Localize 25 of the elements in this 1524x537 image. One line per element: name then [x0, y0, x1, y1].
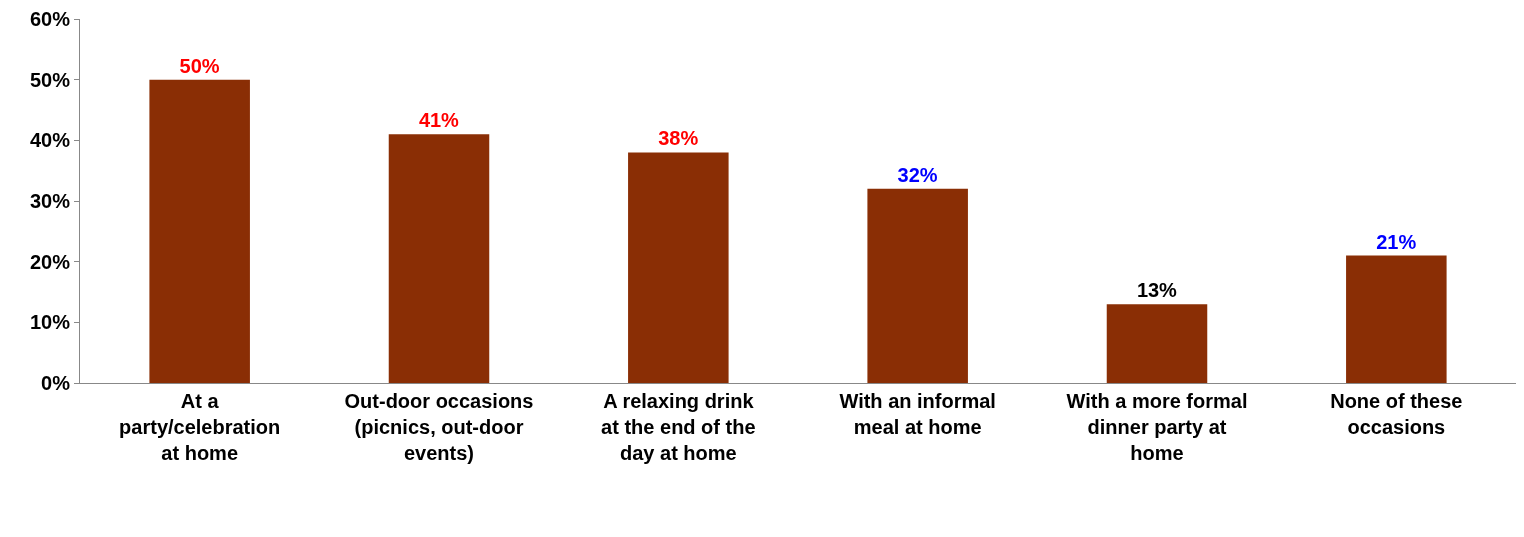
bar — [628, 152, 729, 383]
bar — [388, 134, 490, 383]
data-label: 13% — [1136, 279, 1178, 302]
data-label: 21% — [1376, 230, 1417, 253]
y-tick-label: 30% — [29, 190, 71, 212]
bar — [1106, 304, 1208, 383]
data-label: 38% — [658, 127, 699, 150]
y-tick-label: 40% — [29, 129, 71, 152]
y-tick-label: 50% — [29, 68, 71, 91]
bar — [149, 79, 250, 383]
x-tick-label: With a more formal dinner party at home — [1066, 390, 1248, 464]
y-tick-label: 60% — [29, 8, 71, 30]
y-tick-label: 20% — [29, 250, 71, 273]
x-tick-label: A relaxing drink at the end of the day at home — [601, 390, 756, 464]
data-label: 50% — [179, 54, 220, 77]
bar — [1346, 255, 1447, 383]
x-tick-label: Out-door occasions (picnics, out-door events) — [344, 390, 534, 464]
bar — [867, 188, 968, 383]
x-tick-label: At a party/celebration at home — [119, 390, 281, 464]
x-tick-label: With an informal meal at home — [839, 390, 996, 438]
y-tick-label: 0% — [41, 372, 71, 394]
data-label: 32% — [897, 163, 938, 186]
y-tick-label: 10% — [29, 311, 71, 334]
x-tick-label: None of these occasions — [1330, 390, 1463, 438]
data-label: 41% — [418, 109, 460, 132]
